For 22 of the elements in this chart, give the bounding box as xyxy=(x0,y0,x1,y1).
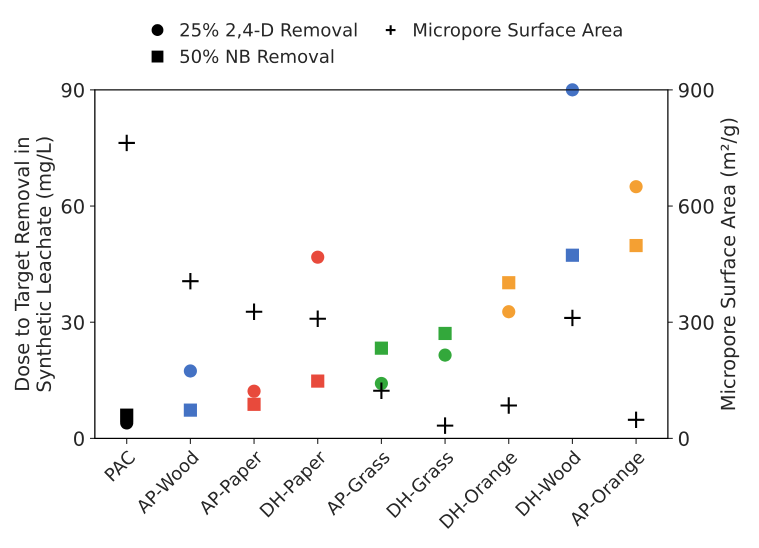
y-tick-label: 90 xyxy=(62,82,84,98)
y2-tick-label: 900 xyxy=(678,82,714,98)
point xyxy=(436,416,454,435)
legend-label: 25% 2,4-D Removal xyxy=(180,22,356,38)
y-axis-title: Dose to Target Removal in Synthetic Leachate (mg/L) xyxy=(14,137,55,392)
y2-tick-label: 600 xyxy=(679,199,714,214)
y-tick-label: 30 xyxy=(62,315,84,330)
legend-label: 50% NB Removal xyxy=(180,49,334,64)
point xyxy=(499,396,518,415)
point xyxy=(244,302,264,322)
point xyxy=(563,308,582,328)
point xyxy=(117,134,136,152)
point xyxy=(308,309,327,328)
point xyxy=(372,382,391,400)
y2-axis-title: Micropore Surface Area (m²/g) xyxy=(720,118,740,410)
point xyxy=(626,410,646,430)
legend-label: Micropore Surface Area xyxy=(414,22,622,40)
y-tick-label: 0 xyxy=(74,431,84,446)
y-tick-label: 60 xyxy=(62,199,84,214)
y2-tick-label: 300 xyxy=(679,315,714,330)
y2-tick-label: 0 xyxy=(678,431,689,446)
point xyxy=(181,272,200,290)
